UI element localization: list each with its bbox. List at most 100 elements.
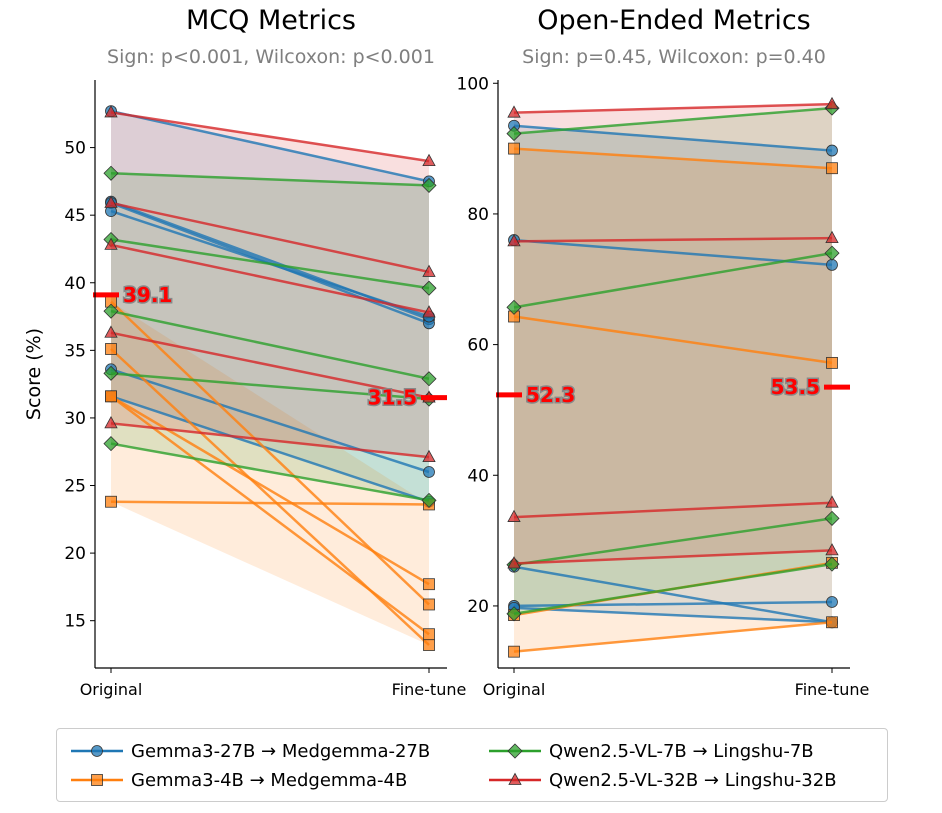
legend-item: Gemma3-27B → Medgemma-27B [69, 737, 430, 765]
panel-subtitle: Sign: p=0.45, Wilcoxon: p=0.40 [522, 46, 826, 68]
pair-line [110, 422, 430, 459]
y-tick-label: 20 [467, 597, 489, 617]
pair-line [513, 147, 833, 170]
pair-line [110, 395, 430, 503]
pair-line [513, 606, 833, 624]
pair-line [110, 309, 430, 380]
y-tick-label: 35 [64, 341, 86, 361]
panel-title: MCQ Metrics [186, 5, 356, 36]
data-point [825, 96, 839, 110]
y-tick-label: 50 [64, 139, 86, 159]
data-point [507, 105, 521, 118]
y-tick-label: 45 [64, 206, 86, 226]
data-point [105, 495, 117, 508]
pair-line [513, 251, 833, 309]
pair-line [110, 172, 430, 187]
mean-label-finetune: 53.5 [771, 375, 820, 399]
data-point [825, 230, 839, 244]
data-point [105, 390, 117, 403]
data-point [507, 509, 521, 522]
data-point [508, 142, 520, 155]
legend-marker [91, 774, 103, 786]
x-tick-label: Fine-tune [392, 680, 467, 699]
legend-item: Gemma3-4B → Medgemma-4B [69, 766, 407, 794]
data-point [422, 153, 436, 167]
data-point [826, 258, 838, 271]
data-point [506, 299, 522, 315]
legend-label: Qwen2.5-VL-32B → Lingshu-32B [549, 769, 837, 791]
data-point [824, 556, 840, 572]
pair-line [513, 549, 833, 565]
data-point [421, 371, 437, 387]
legend-marker [91, 745, 103, 757]
y-tick-label: 30 [64, 409, 86, 429]
data-point [506, 126, 522, 142]
data-point [825, 543, 839, 556]
pair-line [110, 395, 430, 586]
data-point [423, 639, 435, 651]
pair-line [110, 331, 430, 399]
data-point [824, 245, 840, 261]
x-tick-label: Fine-tune [795, 680, 870, 699]
data-point [421, 280, 437, 296]
diamond-marker-icon [489, 743, 541, 759]
data-point [105, 343, 117, 355]
pair-line [110, 368, 430, 474]
circle-marker-icon [71, 745, 123, 757]
pair-line [110, 238, 430, 290]
data-point [421, 177, 437, 194]
pair-line [110, 395, 430, 636]
mean-label-finetune: 31.5 [368, 386, 417, 410]
data-point [422, 305, 436, 318]
data-point [103, 365, 119, 381]
data-point [104, 325, 118, 338]
legend-label: Qwen2.5-VL-7B → Lingshu-7B [549, 740, 814, 762]
pair-line [513, 106, 833, 135]
data-point [423, 578, 435, 591]
chart-panel-mcq: 39.1 31.5 15 20 25 30 35 40 45 50 Original Fine-tun… [23, 5, 466, 699]
data-point [104, 416, 118, 429]
pair-line [110, 372, 430, 401]
pair-line [110, 111, 430, 163]
data-point [507, 234, 521, 247]
series-band-3 [111, 112, 429, 458]
triangle-marker-icon [489, 772, 541, 785]
panel-subtitle: Sign: p<0.001, Wilcoxon: p<0.001 [107, 46, 435, 68]
pair-line [110, 109, 430, 183]
data-point [825, 495, 839, 508]
legend: Gemma3-27B → Medgemma-27B Gemma3-4B → Med… [56, 728, 888, 802]
y-axis-label: Score (%) [23, 328, 45, 420]
y-tick-label: 100 [457, 74, 489, 94]
pair-line [110, 442, 430, 502]
data-point [103, 303, 119, 319]
legend-item: Qwen2.5-VL-7B → Lingshu-7B [487, 737, 814, 765]
pair-line [110, 500, 430, 506]
data-point [824, 510, 840, 526]
data-point [506, 606, 522, 622]
pair-line [110, 201, 430, 274]
y-tick-label: 80 [467, 205, 489, 225]
data-point [103, 436, 119, 452]
data-point [103, 165, 119, 181]
legend-item: Qwen2.5-VL-32B → Lingshu-32B [487, 766, 837, 794]
pair-line [513, 315, 833, 365]
chart-panel-open-ended: 52.3 53.5 20 40 60 80 100 Original Fine-tune Open… [457, 5, 870, 699]
mean-label-original: 52.3 [526, 383, 575, 407]
data-point [104, 195, 118, 208]
pair-line [513, 621, 833, 653]
series-band-2 [514, 108, 832, 614]
pair-line [513, 517, 833, 567]
x-tick-label: Original [483, 680, 546, 699]
data-point [104, 105, 118, 118]
data-point [422, 264, 436, 277]
data-point [421, 492, 437, 508]
pair-line [513, 501, 833, 519]
y-tick-label: 60 [467, 336, 489, 356]
y-tick-label: 20 [64, 544, 86, 564]
series-band-3 [514, 104, 832, 564]
pair-line [513, 238, 833, 267]
y-tick-label: 40 [467, 466, 489, 486]
mean-label-original: 39.1 [123, 283, 172, 307]
data-point [423, 598, 435, 611]
legend-label: Gemma3-27B → Medgemma-27B [131, 740, 431, 762]
